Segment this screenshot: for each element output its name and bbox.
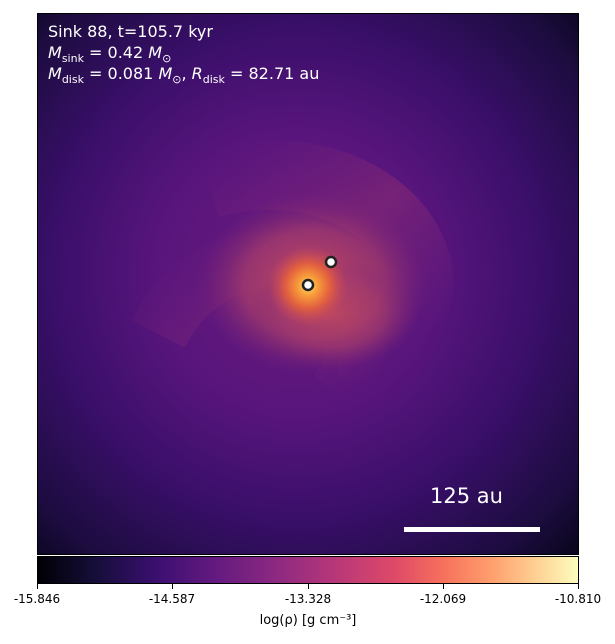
colorbar	[37, 556, 579, 584]
colorbar-tick	[308, 584, 309, 589]
colorbar-tick-label: -15.846	[13, 592, 61, 606]
colorbar-tick-label: -13.328	[284, 592, 332, 606]
sink-marker-primary	[301, 278, 315, 292]
colorbar-tick-label: -12.069	[419, 592, 467, 606]
density-map: Sink 88, t=105.7 kyr Msink = 0.42 M⊙ Mdi…	[37, 13, 579, 555]
colorbar-tick-label: -10.810	[554, 592, 602, 606]
colorbar-label: log(ρ) [g cm⁻³]	[259, 613, 357, 628]
colorbar-tick	[578, 584, 579, 589]
sink-marker-secondary	[324, 255, 338, 269]
colorbar-tick	[172, 584, 173, 589]
scale-bar	[404, 527, 540, 532]
density-image	[38, 14, 578, 554]
scale-bar-label: 125 au	[430, 484, 503, 508]
colorbar-tick-label: -14.587	[148, 592, 196, 606]
disk-line: Mdisk = 0.081 M⊙, Rdisk = 82.71 au	[48, 64, 320, 87]
colorbar-tick	[443, 584, 444, 589]
sink-mass-line: Msink = 0.42 M⊙	[48, 43, 172, 66]
colorbar-tick	[37, 584, 38, 589]
title-line: Sink 88, t=105.7 kyr	[48, 22, 213, 41]
